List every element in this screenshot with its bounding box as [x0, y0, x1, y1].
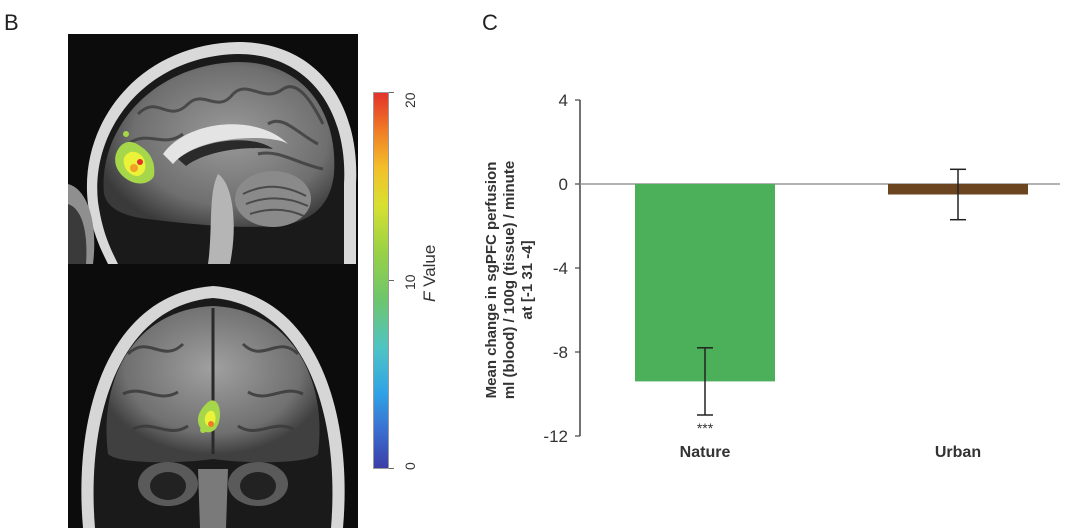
y-axis-label-line-3: at [-1 31 -4]: [519, 240, 536, 319]
colorbar-title: F Value: [420, 244, 439, 302]
perfusion-bar-chart: 4 0 -4 -8 -12 *** Nature Urban Mean change in sg…: [470, 60, 1070, 480]
y-axis-label-line-2: ml (blood) / 100g (tissue) / minute: [501, 161, 518, 399]
mri-coronal-image: [68, 264, 358, 528]
panel-c-letter: C: [482, 10, 498, 35]
activation-blob-coronal: [198, 400, 220, 433]
activation-blob-sagittal: [115, 131, 155, 184]
colorbar-tick: [389, 468, 394, 469]
colorbar-label-min: 0: [402, 462, 418, 470]
colorbar-label-max: 20: [402, 92, 418, 108]
y-tick-label: 0: [559, 175, 568, 194]
x-tick-label-urban: Urban: [935, 444, 981, 461]
f-value-colorbar: [373, 92, 389, 469]
colorbar-tick: [389, 280, 394, 281]
y-axis-label-line-1: Mean change in sgPFC perfusion: [483, 162, 500, 399]
mri-sagittal-image: [68, 34, 358, 264]
y-tick-label: -12: [543, 427, 568, 446]
colorbar-label-mid: 10: [402, 274, 418, 290]
significance-marker: ***: [697, 420, 714, 436]
y-tick-label: -4: [553, 259, 568, 278]
y-tick-label: 4: [559, 91, 568, 110]
x-tick-label-nature: Nature: [680, 444, 731, 461]
colorbar-tick: [389, 92, 394, 93]
panel-b-letter: B: [4, 10, 19, 35]
y-tick-label: -8: [553, 343, 568, 362]
